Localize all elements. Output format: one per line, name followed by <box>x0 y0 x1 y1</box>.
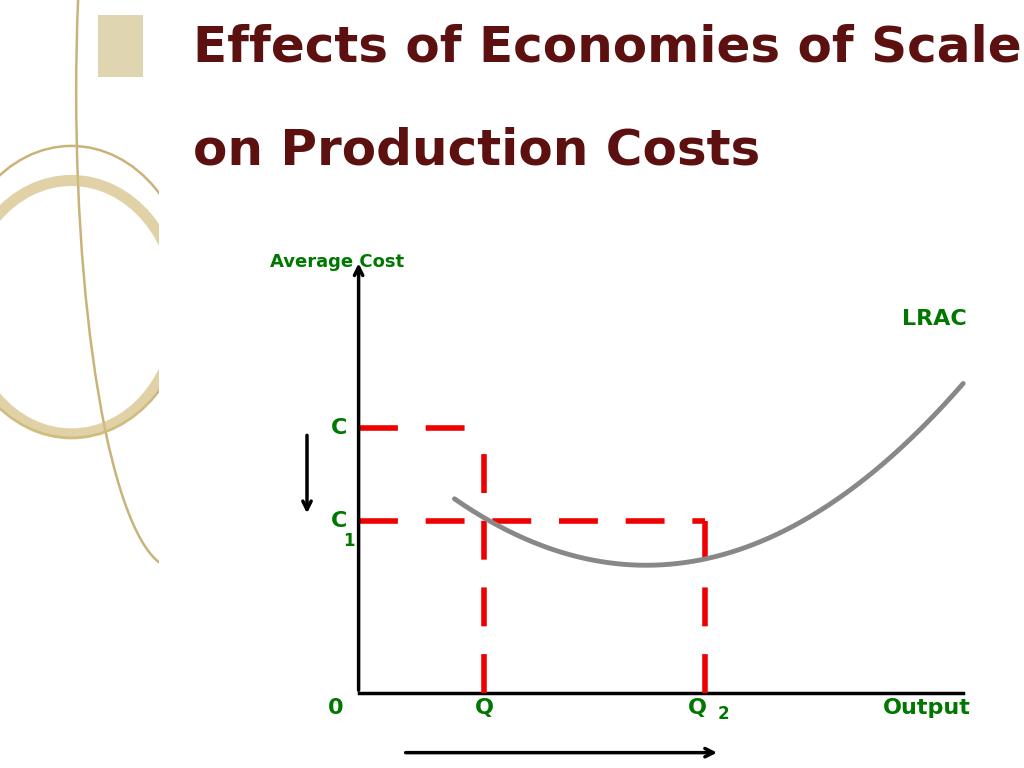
Text: 2: 2 <box>718 705 729 723</box>
Text: Q: Q <box>688 698 708 718</box>
Text: C: C <box>331 418 347 438</box>
Text: on Production Costs: on Production Costs <box>194 127 761 175</box>
Text: Effects of Economies of Scale: Effects of Economies of Scale <box>194 23 1022 71</box>
Bar <box>98 15 143 77</box>
Text: Average Cost: Average Cost <box>270 253 404 271</box>
Text: 0: 0 <box>329 698 344 718</box>
Text: 1: 1 <box>343 531 355 550</box>
Text: Output: Output <box>883 698 971 718</box>
Text: LRAC: LRAC <box>902 310 967 329</box>
Text: Q: Q <box>474 698 494 718</box>
Text: C: C <box>331 511 347 531</box>
